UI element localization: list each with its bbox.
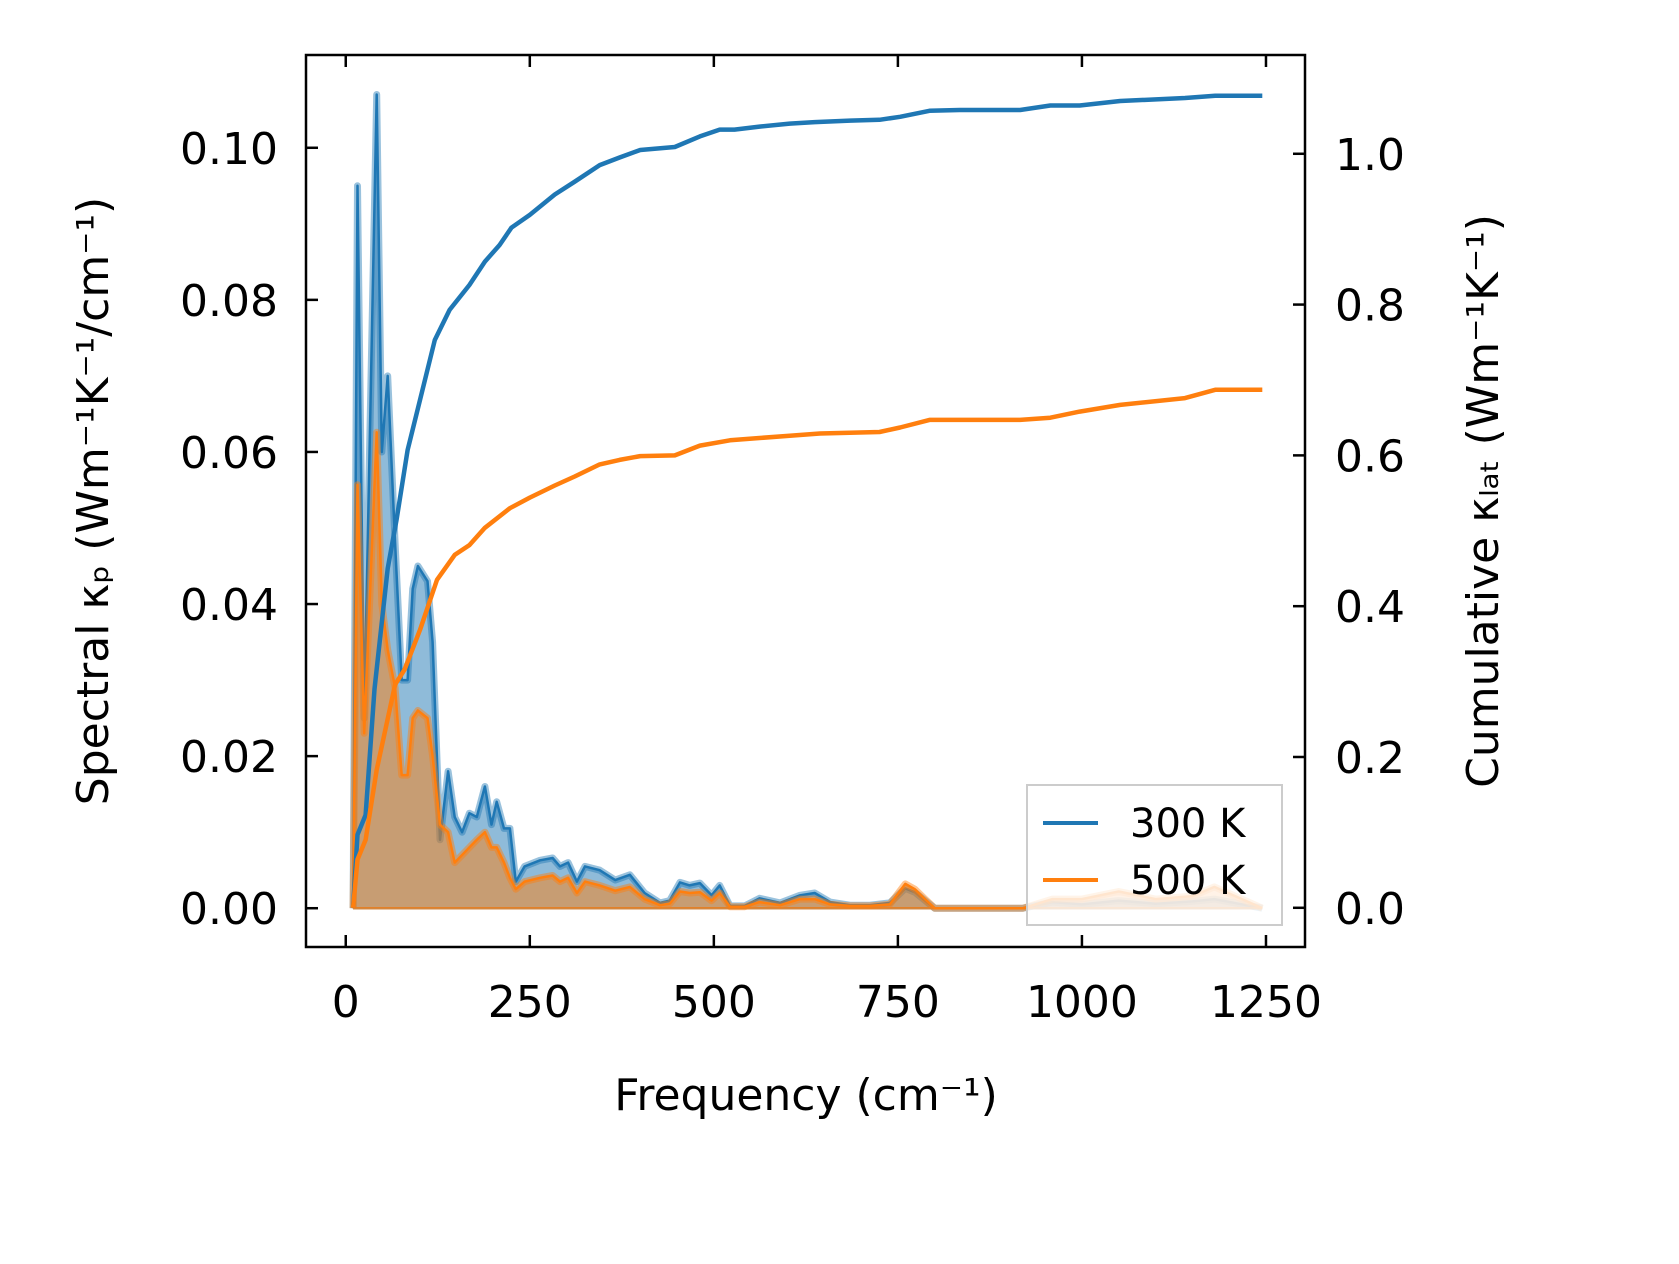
axes-frame — [304, 53, 1307, 949]
legend-frame — [1026, 784, 1283, 926]
spectral-area-500k — [353, 432, 1263, 909]
y2-tick-label: 1.0 — [1335, 130, 1405, 181]
y2-axis-label: Cumulative κₗₐₜ (Wm⁻¹K⁻¹) — [1458, 214, 1509, 788]
cumulative-line-300k — [350, 93, 1263, 908]
y-tick-label: 0.02 — [180, 732, 278, 783]
y-tick-label: 0.00 — [180, 884, 278, 935]
plot-area — [349, 91, 1264, 912]
x-tick-label: 1000 — [1026, 977, 1138, 1028]
x-axis-label: Frequency (cm⁻¹) — [614, 1070, 998, 1121]
y2-tick-label: 0.4 — [1335, 582, 1405, 633]
y2-tick-label: 0.0 — [1335, 884, 1405, 935]
y2-tick-label: 0.6 — [1335, 431, 1405, 482]
y-tick-label: 0.10 — [180, 124, 278, 175]
y-tick-label: 0.08 — [180, 276, 278, 327]
x-tick-label: 500 — [672, 977, 756, 1028]
legend-label-300k: 300 K — [1130, 801, 1247, 847]
axis-ticks: 0 250 500 750 1000 1250 0.00 0.02 0.04 0.06 0.08 0.… — [180, 55, 1405, 1028]
legend: 300 K 500 K — [1026, 784, 1283, 926]
x-tick-label: 0 — [332, 977, 360, 1028]
y2-tick-label: 0.2 — [1335, 733, 1405, 784]
y-tick-label: 0.06 — [180, 428, 278, 479]
spectral-line-500k — [351, 430, 1263, 910]
x-tick-label: 1250 — [1210, 977, 1322, 1028]
x-tick-label: 750 — [856, 977, 940, 1028]
x-tick-label: 250 — [488, 977, 572, 1028]
cumulative-line-500k — [350, 387, 1263, 909]
legend-label-500k: 500 K — [1130, 858, 1247, 904]
y2-tick-label: 0.8 — [1335, 281, 1405, 332]
y-tick-label: 0.04 — [180, 580, 278, 631]
y-axis-label: Spectral κₚ (Wm⁻¹K⁻¹/cm⁻¹) — [68, 197, 119, 805]
